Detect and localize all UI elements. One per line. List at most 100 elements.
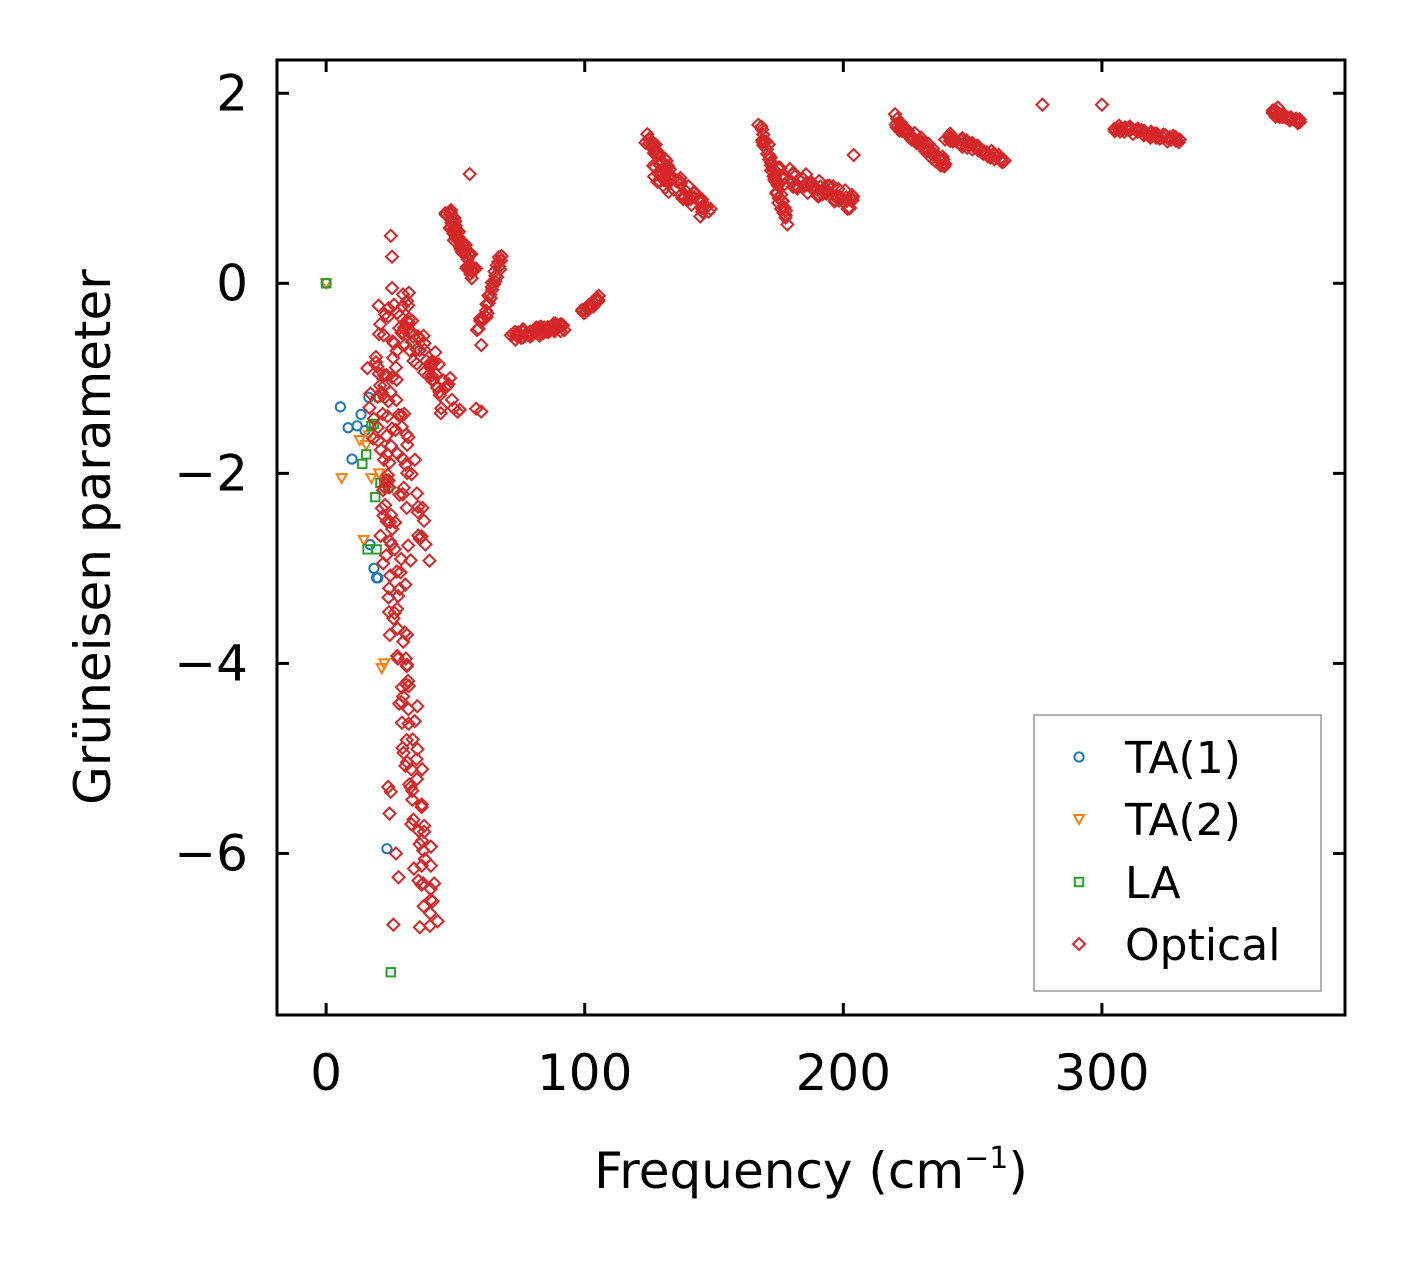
data-point <box>364 473 379 486</box>
data-point <box>398 651 414 666</box>
data-point <box>491 249 507 265</box>
data-point <box>409 771 425 787</box>
data-point <box>766 162 782 178</box>
data-point <box>405 731 421 747</box>
data-point <box>412 836 428 852</box>
data-point <box>400 429 416 445</box>
data-point <box>387 515 403 530</box>
y-tick-label: 0 <box>216 254 248 312</box>
data-point <box>1292 111 1308 127</box>
data-point <box>418 537 433 552</box>
data-point <box>403 553 419 568</box>
data-point <box>369 359 385 374</box>
data-point <box>993 151 1008 166</box>
data-point <box>376 452 392 468</box>
data-point <box>661 168 677 184</box>
data-point <box>380 779 396 795</box>
data-point <box>763 157 779 173</box>
y-tick-label: 2 <box>216 64 248 122</box>
data-point <box>776 205 791 221</box>
data-point <box>394 715 410 731</box>
data-point <box>399 657 415 673</box>
data-point <box>402 342 417 358</box>
data-point <box>383 384 398 400</box>
data-point <box>401 716 416 732</box>
data-point <box>473 404 489 420</box>
data-point <box>467 261 483 277</box>
data-point <box>320 278 332 289</box>
data-point <box>414 761 430 777</box>
data-point <box>334 473 349 486</box>
data-point <box>414 877 429 893</box>
data-point <box>416 898 432 914</box>
data-point <box>334 401 346 413</box>
data-point <box>778 210 793 226</box>
data-point <box>346 453 358 465</box>
data-point <box>444 392 460 408</box>
data-point <box>391 696 407 712</box>
data-point <box>494 248 510 264</box>
data-point <box>775 171 791 187</box>
data-point <box>410 528 426 544</box>
data-point <box>469 322 485 338</box>
data-point <box>422 553 437 569</box>
data-point <box>887 106 903 122</box>
data-point <box>389 564 405 579</box>
data-point <box>355 408 367 421</box>
data-point <box>416 513 432 529</box>
data-point <box>407 452 423 468</box>
data-point <box>452 402 468 418</box>
data-point <box>376 327 392 343</box>
data-point <box>359 439 373 452</box>
data-point <box>391 869 406 885</box>
data-point <box>399 627 415 643</box>
data-point <box>818 186 834 201</box>
plot-frame <box>275 58 1347 1017</box>
axis-ticks: 0 100 200 300 2 0 −2 −4 −6 <box>174 60 1345 1102</box>
data-point <box>487 273 503 289</box>
data-point <box>480 306 495 321</box>
data-point <box>381 455 397 471</box>
data-point <box>382 627 398 643</box>
data-point <box>936 152 951 167</box>
data-point <box>692 192 708 208</box>
data-point <box>384 280 400 296</box>
data-point <box>997 153 1013 169</box>
data-point <box>404 783 420 799</box>
data-point <box>462 166 478 182</box>
data-point <box>409 486 425 501</box>
data-point <box>376 479 392 495</box>
data-point <box>403 761 419 777</box>
data-point <box>777 176 792 192</box>
data-point <box>591 288 607 304</box>
data-point <box>433 400 449 416</box>
data-point <box>382 514 398 530</box>
data-point <box>381 580 397 596</box>
data-point <box>370 420 386 435</box>
data-point <box>393 564 408 580</box>
legend-marker <box>1071 936 1087 952</box>
data-point <box>428 366 444 382</box>
data-point <box>383 784 399 800</box>
data-point <box>685 185 701 201</box>
data-point <box>362 400 377 416</box>
data-point <box>371 298 387 314</box>
y-axis-label: Grüneisen parameter <box>64 269 122 805</box>
data-point <box>395 486 411 502</box>
data-point <box>361 449 372 460</box>
data-point <box>699 199 715 215</box>
legend-label: Optical <box>1125 920 1280 971</box>
data-point <box>399 437 415 453</box>
data-point <box>381 843 393 855</box>
data-point <box>404 313 420 329</box>
data-point <box>431 384 447 400</box>
data-point <box>846 147 862 163</box>
data-point <box>381 300 396 316</box>
data-point <box>395 740 411 756</box>
x-tick-label: 200 <box>796 1044 891 1102</box>
data-point <box>399 465 415 481</box>
data-point <box>386 611 401 626</box>
data-point <box>389 648 405 664</box>
data-point <box>913 130 929 146</box>
